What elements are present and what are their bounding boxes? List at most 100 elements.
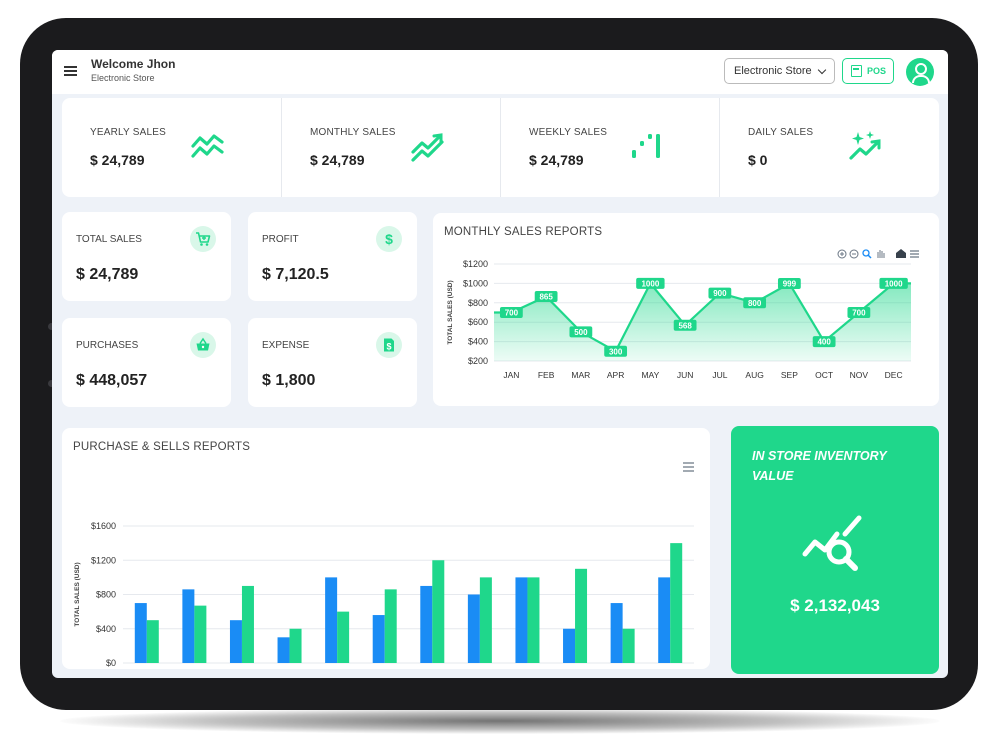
x-tick-label: FEB	[538, 370, 555, 380]
cart-icon	[190, 226, 216, 252]
profit-card: PROFIT $ 7,120.5 $	[248, 212, 417, 301]
stat-value: $ 0	[748, 152, 768, 168]
chart-menu-icon[interactable]	[683, 462, 694, 472]
y-tick-label: $1200	[91, 555, 116, 565]
bar-purchase	[337, 611, 350, 663]
svg-text:$: $	[386, 342, 391, 352]
inventory-title: IN STORE INVENTORY VALUE	[752, 449, 887, 483]
bar-purchase	[575, 568, 588, 663]
monthly-sales-report-panel: MONTHLY SALES REPORTS $200 $400 $600 $800 $1…	[433, 213, 939, 406]
y-tick-label: $800	[96, 590, 116, 600]
top-bar: Welcome Jhon Electronic Store Electronic…	[52, 50, 948, 94]
data-label-bg	[777, 277, 801, 289]
y-tick-label: $1200	[463, 259, 488, 269]
svg-text:$: $	[385, 231, 393, 247]
x-tick-label: NOV	[850, 370, 869, 380]
zoom-in-plus	[840, 252, 844, 256]
store-select[interactable]: Electronic Store	[724, 58, 835, 84]
y-tick-label: $1600	[91, 521, 116, 531]
bar-purchase	[670, 543, 683, 663]
dashboard-screen: Welcome Jhon Electronic Store Electronic…	[52, 50, 948, 678]
y-tick-label: $800	[468, 298, 488, 308]
bar-purchase	[194, 605, 207, 663]
data-label: 1000	[641, 279, 659, 288]
data-label: 700	[505, 309, 519, 318]
data-label-bg	[604, 345, 628, 357]
stat-monthly-sales: MONTHLY SALES $ 24,789	[281, 98, 500, 197]
hamburger-menu-icon[interactable]	[64, 66, 77, 76]
tablet-button	[48, 380, 55, 387]
data-label: 865	[539, 292, 553, 301]
card-value: $ 1,800	[262, 372, 316, 389]
data-label-bg	[847, 307, 871, 318]
trend-wave-icon	[191, 134, 224, 158]
stat-label: MONTHLY SALES	[310, 127, 396, 138]
data-label: 400	[817, 338, 831, 347]
stat-yearly-sales: YEARLY SALES $ 24,789	[62, 98, 281, 197]
data-label-bg	[569, 326, 593, 338]
bar-sells	[277, 637, 290, 663]
store-subtitle: Electronic Store	[91, 73, 155, 83]
selection-zoom-icon[interactable]	[862, 249, 870, 257]
tablet-button	[48, 323, 55, 330]
bar-sells	[372, 615, 385, 663]
x-tick-label: JAN	[503, 370, 519, 380]
sales-stats-row: YEARLY SALES $ 24,789 MONTHLY SALES $ 24…	[62, 98, 939, 197]
data-label-bg	[673, 319, 697, 331]
sparkle-trend-icon	[849, 131, 881, 160]
pos-button[interactable]: POS	[842, 58, 894, 84]
purchase-sells-report-panel: PURCHASE & SELLS REPORTS $0 $400 $800 $1200…	[62, 428, 710, 669]
reset-home-icon[interactable]	[896, 249, 906, 258]
data-label: 999	[783, 279, 797, 288]
bar-purchase	[432, 560, 445, 663]
y-tick-label: $400	[468, 337, 488, 347]
zoom-out-icon[interactable]	[849, 249, 859, 259]
data-label: 900	[713, 289, 727, 298]
bars-signal-icon	[632, 134, 660, 158]
receipt-icon: $	[376, 332, 402, 358]
x-tick-label: APR	[607, 370, 624, 380]
card-value: $ 448,057	[76, 372, 148, 389]
stat-value: $ 24,789	[90, 152, 145, 168]
chevron-down-icon	[817, 65, 827, 75]
selection-zoom-handle	[867, 254, 872, 259]
stat-label: DAILY SALES	[748, 127, 814, 138]
chart-title: PURCHASE & SELLS REPORTS	[73, 441, 251, 453]
data-label: 800	[748, 299, 762, 308]
x-tick-label: MAR	[571, 370, 590, 380]
zoom-in-icon[interactable]	[837, 249, 847, 259]
user-avatar-icon[interactable]	[906, 58, 934, 86]
device-shadow	[60, 708, 940, 734]
bar-sells	[420, 585, 433, 663]
data-label-bg	[636, 277, 665, 289]
y-tick-label: $1000	[463, 278, 488, 288]
pos-register-icon	[851, 65, 862, 77]
data-label-bg	[534, 290, 558, 302]
chart-menu-icon[interactable]	[910, 250, 919, 258]
bar-sells	[515, 577, 528, 663]
card-value: $ 7,120.5	[262, 266, 329, 283]
x-tick-label: DEC	[885, 370, 903, 380]
card-value: $ 24,789	[76, 266, 139, 283]
card-label: EXPENSE	[262, 340, 310, 351]
stat-weekly-sales: WEEKLY SALES $ 24,789	[500, 98, 719, 197]
stat-daily-sales: DAILY SALES $ 0	[719, 98, 938, 197]
purchases-card: PURCHASES $ 448,057	[62, 318, 231, 407]
x-tick-label: JUL	[712, 370, 727, 380]
welcome-text: Welcome Jhon	[91, 57, 176, 71]
monthly-sales-chart: $200 $400 $600 $800 $1000 $1200 TOTAL SALES (U…	[447, 249, 919, 380]
pos-button-label: POS	[867, 66, 887, 76]
y-tick-label: $400	[96, 624, 116, 634]
inventory-value-card: IN STORE INVENTORY VALUE $ 2,132,043	[731, 426, 939, 674]
card-label: TOTAL SALES	[76, 234, 142, 245]
chart-toolbar	[837, 249, 919, 259]
bar-sells	[467, 594, 480, 663]
bar-purchase	[241, 585, 254, 663]
bar-purchase	[384, 589, 397, 663]
pan-hand-icon[interactable]	[877, 250, 885, 258]
y-axis-label: TOTAL SALES (USD)	[74, 562, 81, 626]
bar-sells	[563, 628, 576, 663]
basket-icon	[190, 332, 216, 358]
bar-sells	[134, 603, 147, 663]
